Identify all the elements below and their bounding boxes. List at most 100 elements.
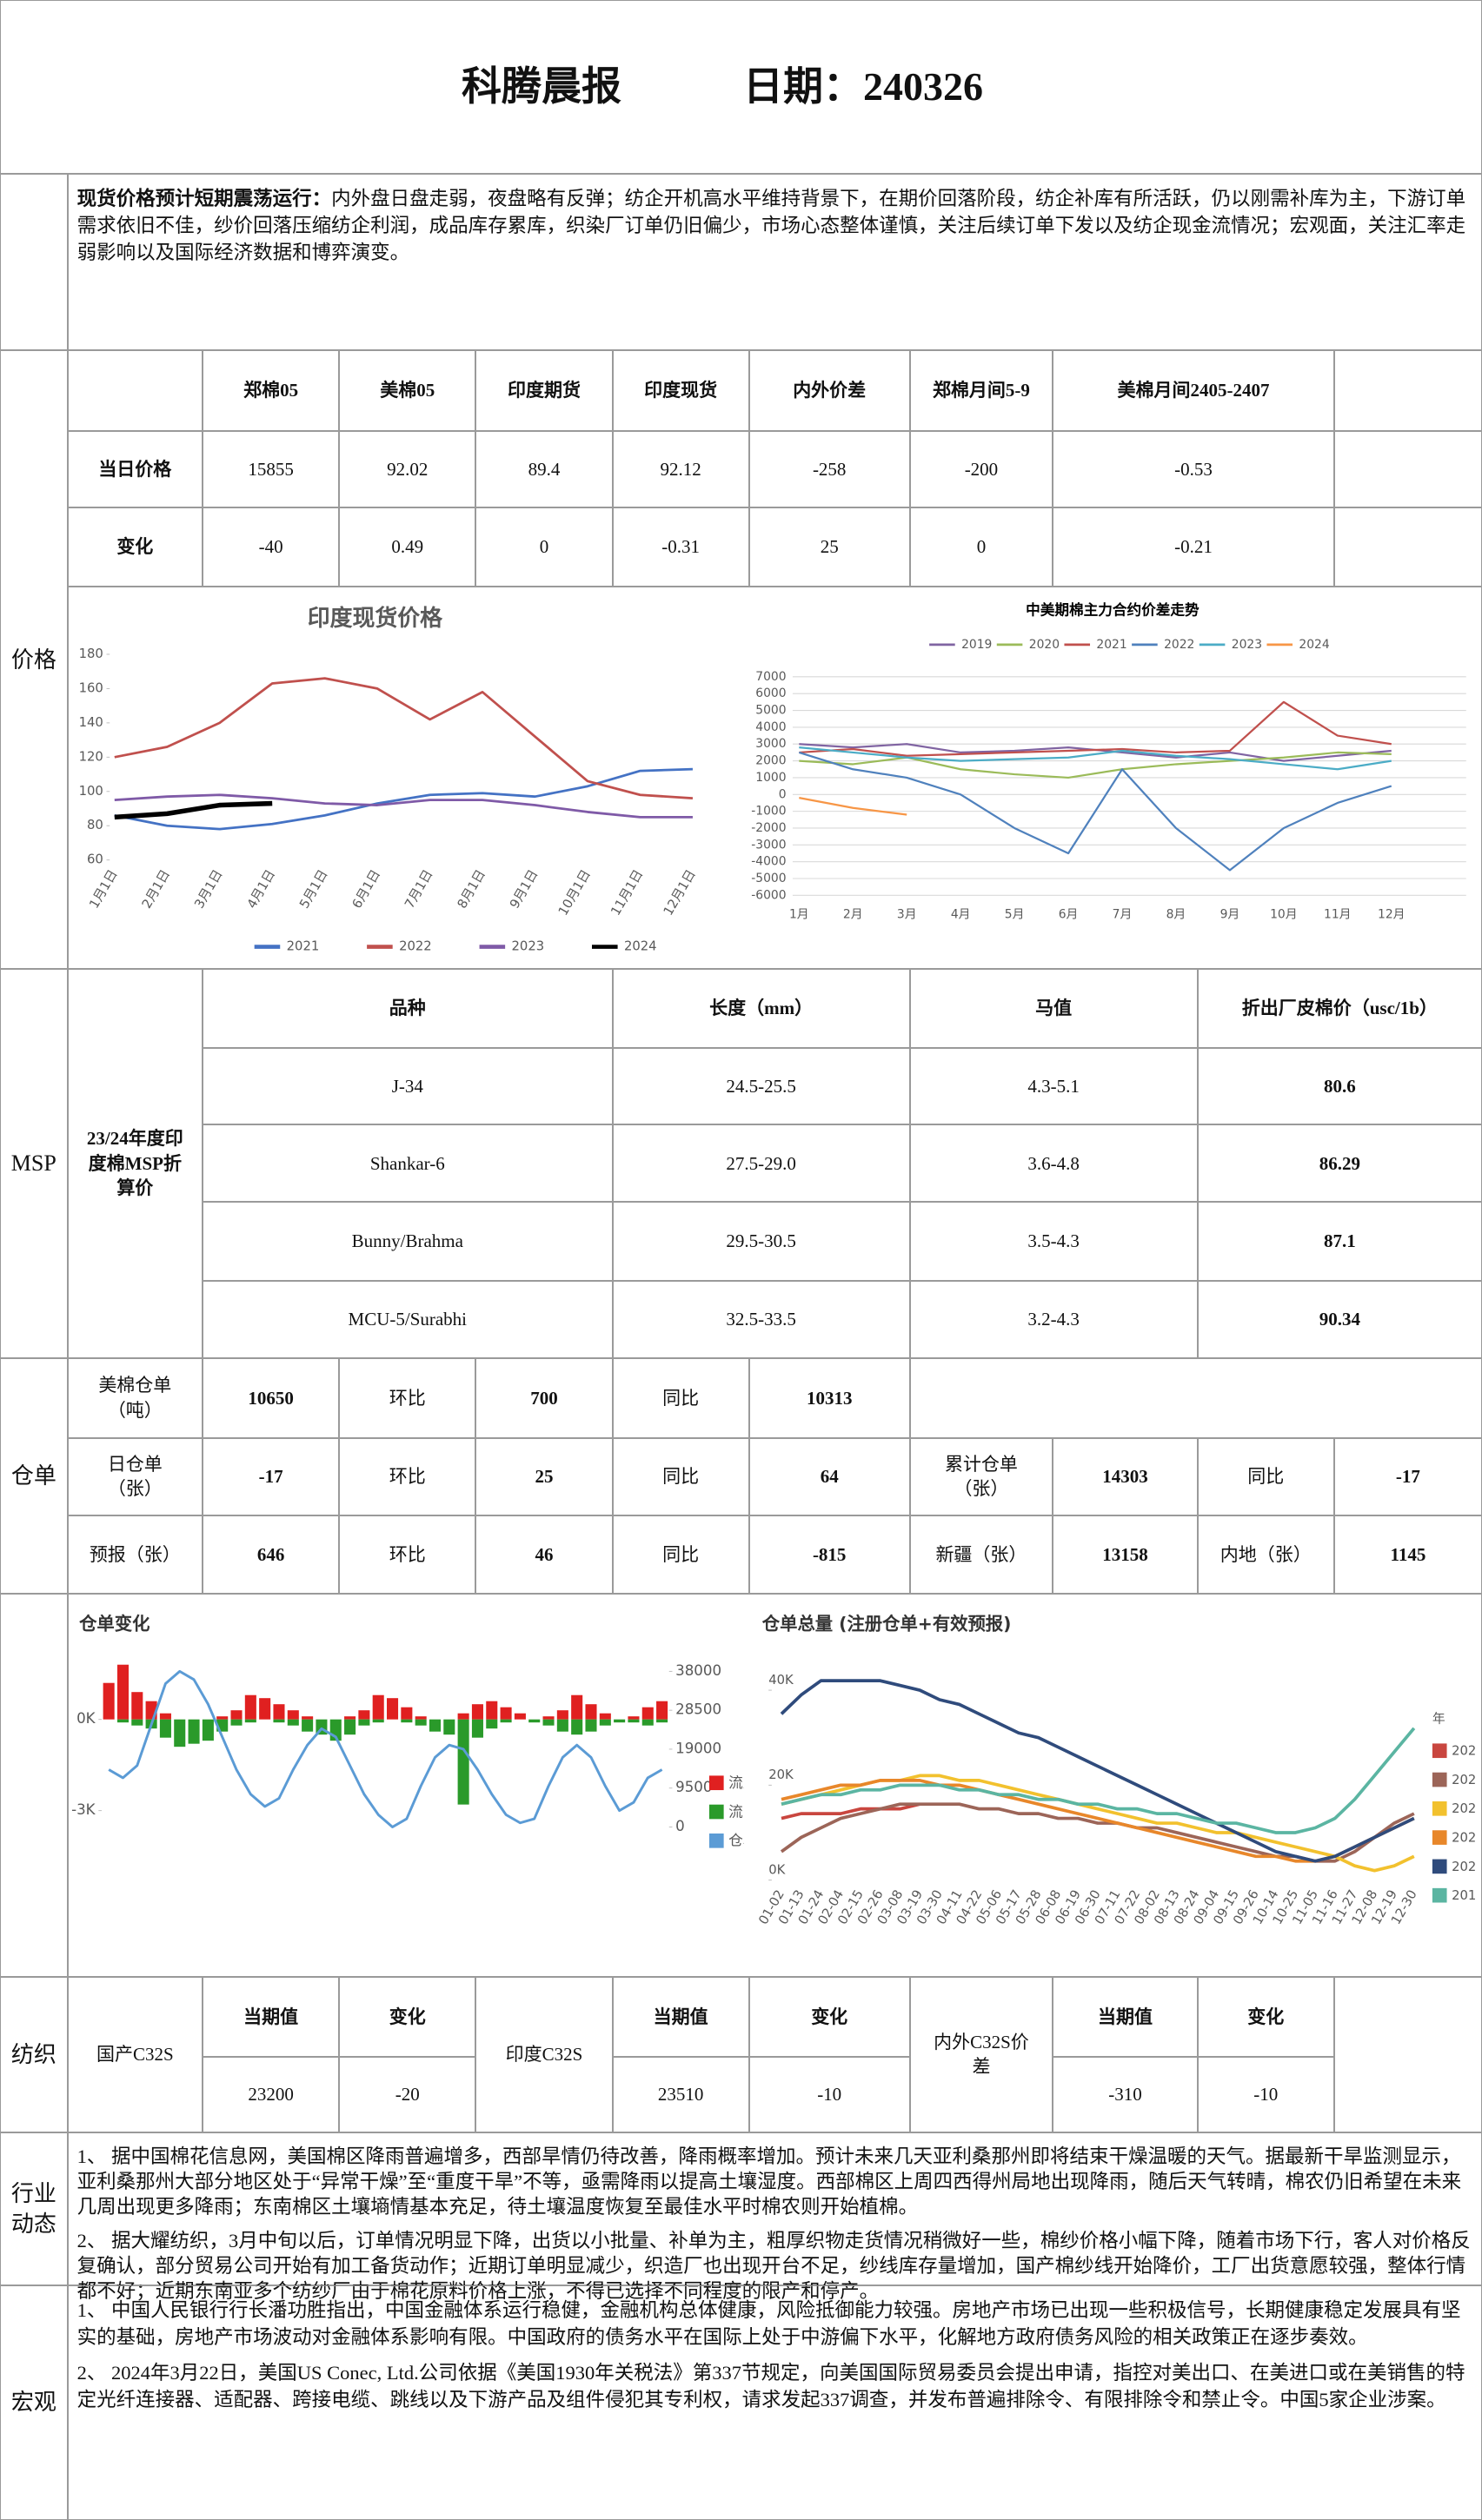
cell-text: 郑棉月间5-9 xyxy=(932,380,1030,401)
chart-title: 印度现货价格 xyxy=(307,604,442,631)
industry-news: 1、 据中国棉花信息网，美国棉区降雨普遍增多，西部旱情仍待改善，降雨概率增加。预… xyxy=(67,2132,1482,2302)
bar xyxy=(471,1719,483,1738)
y-tick-label: 160 xyxy=(78,680,103,695)
table-cell: -0.21 xyxy=(1053,507,1334,587)
cell-text: 变化 xyxy=(116,536,154,558)
table-cell: 14303 xyxy=(1053,1438,1198,1515)
bar xyxy=(584,1704,597,1720)
cell-text: -0.21 xyxy=(1174,536,1213,558)
cell-text: Shankar-6 xyxy=(369,1152,445,1174)
bar xyxy=(429,1719,441,1732)
cell-text: J-34 xyxy=(391,1075,423,1097)
cell-text: 87.1 xyxy=(1323,1230,1356,1252)
column-header: 变化 xyxy=(748,1976,910,2058)
paragraph: 1、 据中国棉花信息网，美国棉区降雨普遍增多，西部旱情仍待改善，降雨概率增加。预… xyxy=(76,2145,1462,2218)
column-header: 美棉月间2405-2407 xyxy=(1053,350,1334,431)
bar xyxy=(202,1719,214,1741)
bar xyxy=(130,1719,143,1726)
y-tick-label: 4000 xyxy=(755,720,786,734)
bar xyxy=(159,1713,171,1720)
bar xyxy=(556,1710,568,1720)
x-tick-label: 7月1日 xyxy=(402,867,435,911)
table-cell: 32.5-33.5 xyxy=(612,1280,910,1358)
lead-text: 现货价格预计短期震荡运行： xyxy=(76,187,332,209)
series-line xyxy=(781,1802,920,1820)
y-tick-label: 5000 xyxy=(755,703,786,717)
y-tick-label: -4000 xyxy=(751,854,786,868)
y-tick-label: 6000 xyxy=(755,686,786,700)
table-cell: 29.5-30.5 xyxy=(612,1202,910,1281)
bar xyxy=(258,1698,270,1720)
table-cell: 3.2-4.3 xyxy=(909,1280,1198,1358)
y-tick-label: 0 xyxy=(675,1818,685,1834)
legend-label: 流入 xyxy=(728,1774,744,1791)
section-label: MSP xyxy=(0,969,68,1358)
cell-text: 700 xyxy=(530,1387,558,1409)
cell-text: 89.4 xyxy=(528,458,561,480)
bar xyxy=(116,1719,129,1723)
cell-text: -40 xyxy=(258,536,283,558)
table-cell: 3.6-4.8 xyxy=(909,1124,1198,1203)
cell-text: 27.5-29.0 xyxy=(726,1152,796,1174)
column-header: 折出厂皮棉价（usc/1b） xyxy=(1197,969,1482,1048)
y-tick-label: 40K xyxy=(768,1673,794,1688)
bar xyxy=(301,1719,313,1732)
row-header: 当日价格 xyxy=(67,430,203,508)
table-cell: 24.5-25.5 xyxy=(612,1047,910,1125)
x-tick-label: 3月 xyxy=(897,907,917,921)
table-cell: 700 xyxy=(475,1357,613,1439)
y-tick-label: 20K xyxy=(768,1767,794,1782)
x-tick-label: 4月1日 xyxy=(244,867,278,911)
bar xyxy=(287,1710,299,1720)
x-tick-label: 11月 xyxy=(1324,907,1352,921)
cell-text: 1145 xyxy=(1390,1543,1426,1565)
bar xyxy=(301,1716,313,1720)
bar xyxy=(584,1719,597,1732)
chart: 中美期棉主力合约价差走势 -6000 -5000 -4000 -3000 -2000 -10… xyxy=(751,600,1466,921)
x-tick-label: 11月1日 xyxy=(608,867,646,918)
x-tick-label: 3月1日 xyxy=(191,867,225,911)
table-cell: 89.4 xyxy=(475,430,613,508)
legend-label: 2024 xyxy=(623,938,656,953)
cell-text: 变化 xyxy=(389,2006,426,2027)
table-cell: -20 xyxy=(339,2057,476,2132)
report-date: 日期：240326 xyxy=(743,63,983,109)
cell-text: 23510 xyxy=(657,2084,704,2106)
bar xyxy=(514,1713,526,1720)
chart-area xyxy=(67,586,1482,970)
report-title: 科腾晨报 xyxy=(462,63,621,109)
cell-text: 23200 xyxy=(248,2084,294,2106)
bar xyxy=(655,1719,668,1723)
bar xyxy=(442,1719,455,1735)
table-cell: 27.5-29.0 xyxy=(612,1124,910,1203)
cell-text: 23/24年度印度棉MSP折算价 xyxy=(86,1128,183,1198)
cell-text: Bunny/Brahma xyxy=(351,1230,463,1252)
row-header: 变化 xyxy=(67,507,203,587)
table-cell: 同比 xyxy=(612,1357,749,1439)
bar xyxy=(655,1701,668,1720)
column-header: 印度期货 xyxy=(475,350,613,431)
bar xyxy=(357,1710,369,1720)
series-line xyxy=(798,751,1392,779)
table-cell xyxy=(67,350,203,431)
cell-text: 内地（张） xyxy=(1219,1543,1312,1565)
y-tick-label: -2000 xyxy=(751,821,786,835)
table-cell: -258 xyxy=(748,430,910,508)
table-cell: 25 xyxy=(748,507,910,587)
cell-text: 4.3-5.1 xyxy=(1027,1075,1080,1097)
table-cell: -10 xyxy=(748,2057,910,2132)
body-text: 内外盘日盘走弱，夜盘略有反弹；纺企开机高水平维持背景下，在期价回落阶段，纺企补库… xyxy=(76,187,1466,263)
table-cell: 64 xyxy=(748,1438,910,1515)
legend-label: 流出 xyxy=(728,1803,744,1820)
cell-text: 64 xyxy=(820,1466,839,1488)
bar xyxy=(116,1664,129,1720)
x-tick-label: 8月 xyxy=(1166,907,1186,921)
cell-text: 10650 xyxy=(248,1387,294,1409)
cell-text: 14303 xyxy=(1102,1466,1148,1488)
bar xyxy=(500,1719,512,1723)
table-cell: 25 xyxy=(475,1438,613,1515)
cell-text: -815 xyxy=(812,1543,847,1565)
column-header: 当期值 xyxy=(203,1976,340,2058)
chart: 仓单总量 (注册仓单+有效预报)0K20K40K01-0201-1301-240… xyxy=(755,1614,1475,1927)
